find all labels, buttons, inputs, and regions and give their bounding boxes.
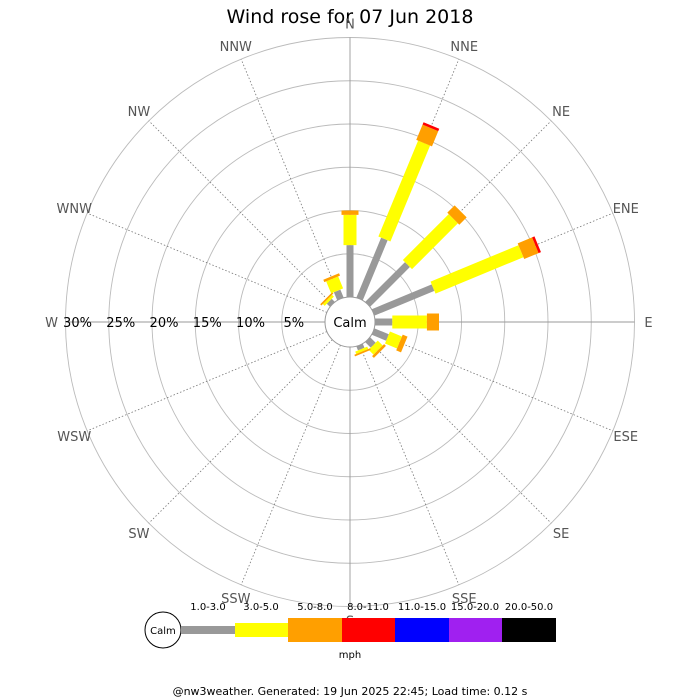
petal-segment-sse-0 — [356, 343, 365, 351]
legend-swatch-6 — [502, 618, 556, 642]
petal-segment-ene-1 — [430, 245, 524, 294]
legend-label-0: 1.0-3.0 — [190, 602, 225, 613]
spoke-ssw — [240, 344, 341, 585]
dir-label-sse: SSE — [452, 592, 477, 607]
petal-segment-nnw-0 — [333, 289, 344, 301]
legend-label-6: 20.0-50.0 — [505, 602, 553, 613]
dir-label-ssw: SSW — [221, 592, 251, 607]
ring-label-5: 5% — [283, 316, 304, 331]
petal-segment-nw-1 — [322, 294, 334, 306]
dir-label-n: N — [345, 18, 355, 33]
petal-ese — [371, 328, 408, 353]
spoke-ese — [372, 331, 613, 432]
calm-label: Calm — [333, 316, 366, 331]
legend-calm-label: Calm — [150, 626, 176, 637]
petal-nnw — [323, 273, 344, 301]
petal-segment-sse-1 — [355, 346, 369, 354]
petal-segment-ese-2 — [396, 334, 408, 353]
speed-legend: Calm 1.0-3.0 3.0-5.0 5.0-8.0 8.0-11.0 11.0-15… — [144, 602, 556, 661]
petal-segment-se-0 — [365, 337, 376, 348]
petal-segment-nw-0 — [326, 298, 335, 307]
petal-segment-sse-2 — [354, 348, 371, 357]
dir-label-w: W — [45, 316, 58, 331]
petal-segment-ne-0 — [365, 262, 410, 307]
dir-label-nw: NW — [128, 105, 151, 120]
dir-label-ene: ENE — [613, 202, 639, 217]
legend-swatch-1 — [235, 623, 288, 637]
chart-title: Wind rose for 07 Jun 2018 — [227, 6, 474, 28]
legend-swatch-4 — [395, 618, 449, 642]
ring-label-15: 15% — [193, 316, 222, 331]
petal-nw — [320, 292, 335, 307]
ring-label-30: 30% — [63, 316, 92, 331]
petal-segment-se-2 — [372, 344, 386, 358]
ring-label-10: 10% — [236, 316, 265, 331]
spoke-sse — [359, 344, 460, 585]
petal-segment-ene-0 — [371, 284, 435, 316]
ring-label-25: 25% — [106, 316, 135, 331]
petal-segment-nnw-1 — [326, 276, 344, 294]
direction-labels: NNNENEENEEESESESSESSSWSWWSWWWNWNWNNW — [45, 18, 653, 630]
legend-swatch-2 — [288, 618, 342, 642]
dir-label-se: SE — [553, 527, 569, 542]
dir-label-sw: SW — [128, 527, 149, 542]
dir-label-ese: ESE — [613, 430, 638, 445]
ring-labels: 5% 10% 15% 20% 25% 30% — [63, 316, 304, 331]
petal-sse — [354, 343, 371, 357]
petal-segment-nne-2 — [416, 124, 439, 147]
spoke-nnw — [240, 59, 341, 300]
legend-label-3: 8.0-11.0 — [347, 602, 389, 613]
spoke-sw — [148, 339, 333, 524]
petal-ene — [371, 236, 541, 316]
spoke-se — [367, 339, 552, 524]
dir-label-wnw: WNW — [57, 202, 93, 217]
petals — [320, 122, 541, 358]
legend-label-2: 5.0-8.0 — [297, 602, 332, 613]
petal-segment-ese-1 — [384, 331, 402, 349]
dir-label-wsw: WSW — [57, 430, 91, 445]
legend-label-1: 3.0-5.0 — [243, 602, 278, 613]
calm-circle — [324, 296, 376, 348]
legend-label-5: 15.0-20.0 — [451, 602, 499, 613]
dir-label-nne: NNE — [450, 40, 478, 55]
petal-segment-se-1 — [368, 340, 383, 355]
petal-se — [365, 337, 386, 358]
petal-segment-ene-3 — [532, 236, 541, 254]
legend-swatch-3 — [342, 618, 395, 642]
spoke-wnw — [87, 212, 328, 313]
petal-segment-nnw-2 — [323, 273, 341, 283]
footer-text: @nw3weather. Generated: 19 Jun 2025 22:4… — [173, 685, 528, 698]
petal-segment-nne-0 — [356, 237, 388, 301]
dir-label-ne: NE — [552, 105, 570, 120]
legend-units: mph — [339, 650, 361, 661]
petal-segment-nne-1 — [378, 140, 431, 242]
petal-nne — [356, 122, 440, 301]
legend-label-4: 11.0-15.0 — [398, 602, 446, 613]
calm-center: Calm — [324, 296, 376, 348]
dir-label-e: E — [644, 316, 652, 331]
petal-segment-ne-1 — [402, 214, 458, 270]
petal-ne — [365, 205, 467, 307]
legend-swatch-0 — [181, 626, 235, 634]
ring-label-20: 20% — [150, 316, 179, 331]
petal-segment-nw-2 — [320, 292, 334, 306]
petal-segment-ne-2 — [447, 205, 467, 225]
petal-segment-ene-2 — [517, 237, 539, 260]
legend-swatch-5 — [449, 618, 502, 642]
petal-segment-ese-0 — [371, 328, 389, 341]
dir-label-nnw: NNW — [220, 40, 252, 55]
spoke-nw — [148, 120, 333, 305]
spoke-wsw — [87, 331, 328, 432]
petal-segment-nne-3 — [422, 122, 440, 132]
